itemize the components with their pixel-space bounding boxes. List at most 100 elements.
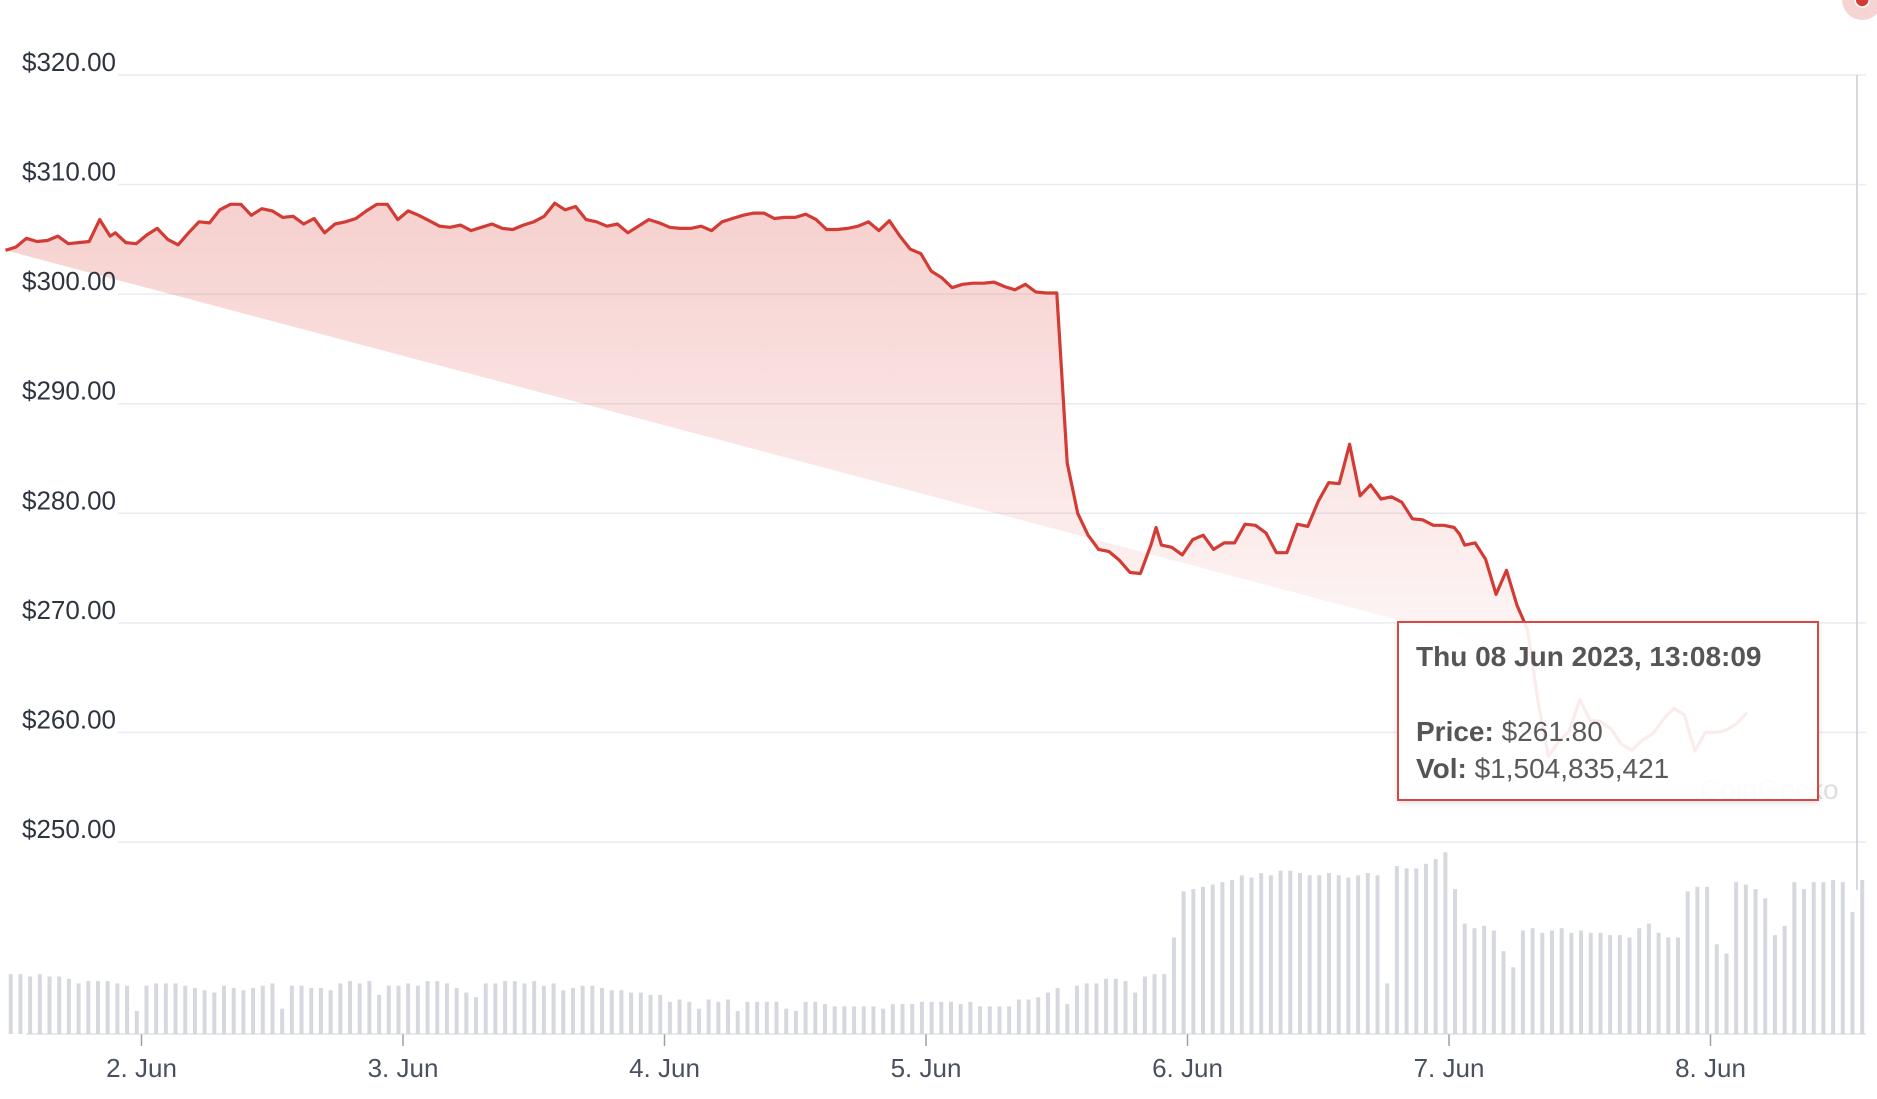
volume-bar bbox=[512, 981, 517, 1034]
tooltip-price-label: Price: bbox=[1416, 716, 1494, 747]
volume-bar bbox=[86, 981, 91, 1034]
volume-bar bbox=[464, 992, 469, 1034]
volume-bar bbox=[348, 981, 353, 1034]
chart-tooltip: Thu 08 Jun 2023, 13:08:09 Price: $261.80… bbox=[1397, 621, 1819, 801]
volume-bar bbox=[1162, 974, 1167, 1034]
volume-bar bbox=[66, 978, 71, 1034]
volume-bar bbox=[852, 1006, 857, 1034]
volume-bar bbox=[18, 974, 23, 1034]
tooltip-date: Thu 08 Jun 2023, 13:08:09 bbox=[1416, 641, 1762, 672]
volume-bar bbox=[1724, 953, 1729, 1034]
tooltip-vol-value: $1,504,835,421 bbox=[1474, 753, 1670, 784]
volume-bar bbox=[367, 981, 372, 1034]
volume-bar bbox=[1239, 875, 1244, 1034]
volume-bar bbox=[842, 1006, 847, 1034]
volume-bar bbox=[1365, 873, 1370, 1034]
volume-bar bbox=[1045, 992, 1050, 1034]
price-area bbox=[5, 203, 1748, 757]
volume-bar bbox=[1520, 930, 1525, 1034]
volume-bar bbox=[919, 1001, 924, 1034]
volume-bar bbox=[1501, 951, 1506, 1034]
y-tick-label: $280.00 bbox=[22, 485, 116, 515]
volume-bar bbox=[1327, 873, 1332, 1034]
volume-bar bbox=[192, 988, 197, 1034]
volume-bar bbox=[154, 983, 159, 1034]
volume-bar bbox=[115, 983, 120, 1034]
volume-bar bbox=[222, 985, 227, 1034]
volume-bar bbox=[1433, 859, 1438, 1034]
volume-bar bbox=[735, 1011, 740, 1034]
volume-bar bbox=[541, 985, 546, 1034]
volume-bar bbox=[1540, 932, 1545, 1034]
volume-bar bbox=[987, 1006, 992, 1034]
volume-bar bbox=[590, 985, 595, 1034]
volume-bar bbox=[1123, 981, 1128, 1034]
volume-bar bbox=[638, 992, 643, 1034]
volume-bar bbox=[1530, 928, 1535, 1034]
volume-bar bbox=[978, 1006, 983, 1034]
y-axis-ticks: $320.00 $310.00 $300.00 $290.00 $280.00 $270.… bbox=[22, 47, 116, 844]
y-tick-label: $300.00 bbox=[22, 266, 116, 296]
volume-bar bbox=[1782, 925, 1787, 1034]
tooltip-price-row: Price: $261.80 bbox=[1416, 716, 1603, 748]
volume-bar bbox=[1055, 988, 1060, 1034]
volume-bar bbox=[1026, 999, 1031, 1034]
volume-bar bbox=[871, 1006, 876, 1034]
volume-bar bbox=[1220, 882, 1225, 1034]
volume-bar bbox=[822, 1004, 827, 1034]
volume-bar bbox=[1171, 937, 1176, 1034]
volume-bar bbox=[803, 1001, 808, 1034]
volume-bar bbox=[309, 988, 314, 1034]
volume-bar bbox=[1802, 889, 1807, 1034]
volume-bar bbox=[163, 983, 168, 1034]
volume-bar bbox=[609, 990, 614, 1034]
volume-bar bbox=[1792, 882, 1797, 1034]
x-tick-label: 6. Jun bbox=[1152, 1053, 1223, 1083]
volume-bar bbox=[793, 1011, 798, 1034]
volume-bar bbox=[1036, 997, 1041, 1034]
volume-bar bbox=[1705, 886, 1710, 1034]
volume-bar bbox=[1598, 932, 1603, 1034]
volume-bar bbox=[1472, 928, 1477, 1034]
volume-bar bbox=[241, 990, 246, 1034]
volume-bar bbox=[958, 1004, 963, 1034]
volume-bar bbox=[1811, 882, 1816, 1034]
volume-bar bbox=[696, 1008, 701, 1034]
tooltip-price-value: $261.80 bbox=[1501, 716, 1603, 747]
volume-bars bbox=[8, 852, 1865, 1034]
volume-bar bbox=[1104, 978, 1109, 1034]
y-tick-label: $250.00 bbox=[22, 814, 116, 844]
volume-bar bbox=[1201, 886, 1206, 1034]
volume-bar bbox=[1462, 923, 1467, 1034]
volume-bar bbox=[1666, 937, 1671, 1034]
volume-bar bbox=[784, 1008, 789, 1034]
y-tick-label: $260.00 bbox=[22, 704, 116, 734]
volume-bar bbox=[600, 988, 605, 1034]
volume-bar bbox=[1511, 967, 1516, 1034]
x-tick-label: 7. Jun bbox=[1414, 1053, 1485, 1083]
volume-bar bbox=[1637, 928, 1642, 1034]
volume-bar bbox=[1734, 882, 1739, 1034]
volume-bar bbox=[1181, 891, 1186, 1034]
volume-bar bbox=[1084, 983, 1089, 1034]
volume-bar bbox=[890, 1004, 895, 1034]
volume-bar bbox=[260, 985, 265, 1034]
volume-bar bbox=[377, 994, 382, 1034]
volume-bar bbox=[929, 1001, 934, 1034]
volume-bar bbox=[47, 976, 52, 1034]
volume-bar bbox=[212, 992, 217, 1034]
volume-bar bbox=[677, 999, 682, 1034]
volume-bar bbox=[1094, 983, 1099, 1034]
volume-bar bbox=[357, 983, 362, 1034]
volume-bar bbox=[1317, 875, 1322, 1034]
volume-bar bbox=[1113, 978, 1118, 1034]
volume-bar bbox=[1075, 985, 1080, 1034]
volume-bar bbox=[764, 1001, 769, 1034]
volume-bar bbox=[1297, 873, 1302, 1034]
volume-bar bbox=[745, 1001, 750, 1034]
volume-bar bbox=[1491, 930, 1496, 1034]
volume-bar bbox=[1259, 873, 1264, 1034]
volume-bar bbox=[1860, 879, 1865, 1034]
volume-bar bbox=[667, 1001, 672, 1034]
